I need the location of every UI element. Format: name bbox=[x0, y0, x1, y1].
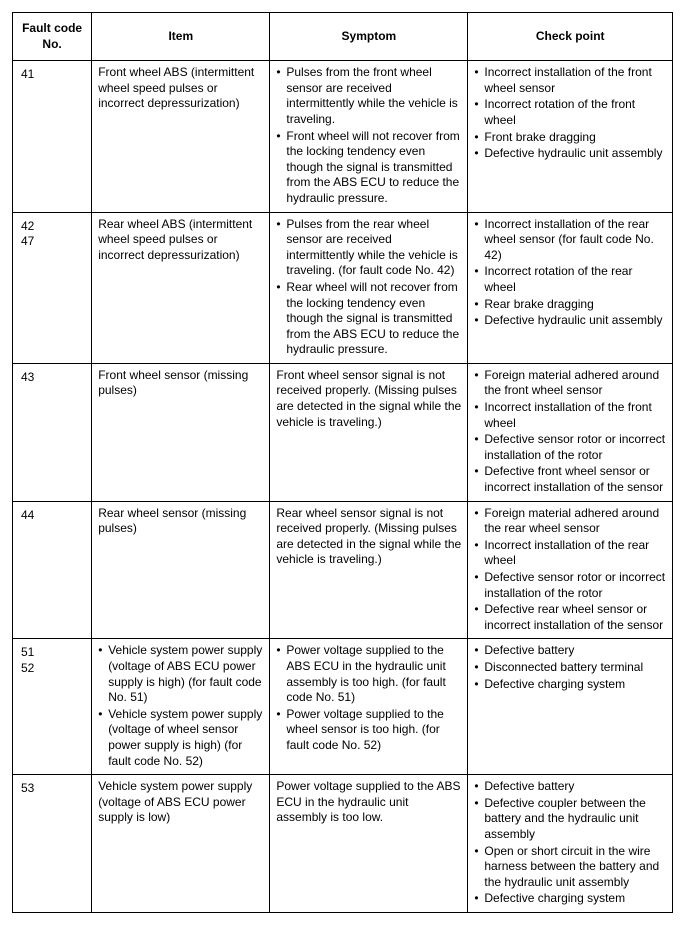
table-row: 5152Vehicle system power supply (voltage… bbox=[13, 639, 673, 775]
cell-symptom: Pulses from the rear wheel sensor are re… bbox=[270, 212, 468, 363]
header-item: Item bbox=[92, 13, 270, 61]
table-header: Fault code No. Item Symptom Check point bbox=[13, 13, 673, 61]
cell-fault-code: 41 bbox=[13, 61, 92, 212]
header-symptom: Symptom bbox=[270, 13, 468, 61]
cell-check-point: Incorrect installation of the rear wheel… bbox=[468, 212, 673, 363]
list-item: Power voltage supplied to the ABS ECU in… bbox=[276, 643, 461, 705]
cell-text: Power voltage supplied to the ABS ECU in… bbox=[276, 779, 461, 826]
list-item: Incorrect rotation of the rear wheel bbox=[474, 264, 666, 295]
cell-text: Rear wheel sensor (missing pulses) bbox=[98, 506, 263, 537]
list-item: Foreign material adhered around the rear… bbox=[474, 506, 666, 537]
cell-symptom: Front wheel sensor signal is not receive… bbox=[270, 363, 468, 501]
fault-code-table: Fault code No. Item Symptom Check point … bbox=[12, 12, 673, 913]
list-item: Defective sensor rotor or incorrect inst… bbox=[474, 432, 666, 463]
table-row: 44Rear wheel sensor (missing pulses) Rear… bbox=[13, 501, 673, 639]
list-item: Power voltage supplied to the wheel sens… bbox=[276, 707, 461, 754]
list-item: Defective battery bbox=[474, 643, 666, 659]
cell-list: Power voltage supplied to the ABS ECU in… bbox=[276, 643, 461, 753]
cell-item: Front wheel sensor (missing pulses) bbox=[92, 363, 270, 501]
list-item: Defective coupler between the battery an… bbox=[474, 796, 666, 843]
cell-list: Incorrect installation of the front whee… bbox=[474, 65, 666, 162]
list-item: Rear brake dragging bbox=[474, 297, 666, 313]
cell-fault-code: 53 bbox=[13, 775, 92, 913]
cell-check-point: Incorrect installation of the front whee… bbox=[468, 61, 673, 212]
list-item: Incorrect installation of the rear wheel bbox=[474, 538, 666, 569]
list-item: Defective battery bbox=[474, 779, 666, 795]
cell-list: Vehicle system power supply (voltage of … bbox=[98, 643, 263, 769]
cell-text: Front wheel sensor (missing pulses) bbox=[98, 368, 263, 399]
list-item: Front wheel will not recover from the lo… bbox=[276, 129, 461, 207]
cell-fault-code: 5152 bbox=[13, 639, 92, 775]
list-item: Vehicle system power supply (voltage of … bbox=[98, 643, 263, 705]
list-item: Defective charging system bbox=[474, 677, 666, 693]
cell-text: Vehicle system power supply (voltage of … bbox=[98, 779, 263, 826]
cell-text: Front wheel sensor signal is not receive… bbox=[276, 368, 461, 430]
header-check-point: Check point bbox=[468, 13, 673, 61]
cell-check-point: Foreign material adhered around the fron… bbox=[468, 363, 673, 501]
list-item: Defective sensor rotor or incorrect inst… bbox=[474, 570, 666, 601]
table-row: 43Front wheel sensor (missing pulses) Fro… bbox=[13, 363, 673, 501]
list-item: Incorrect rotation of the front wheel bbox=[474, 97, 666, 128]
cell-text: Front wheel ABS (intermittent wheel spee… bbox=[98, 65, 263, 112]
cell-symptom: Power voltage supplied to the ABS ECU in… bbox=[270, 775, 468, 913]
cell-fault-code: 44 bbox=[13, 501, 92, 639]
cell-list: Pulses from the front wheel sensor are r… bbox=[276, 65, 461, 206]
cell-fault-code: 43 bbox=[13, 363, 92, 501]
cell-item: Rear wheel sensor (missing pulses) bbox=[92, 501, 270, 639]
list-item: Defective rear wheel sensor or incorrect… bbox=[474, 602, 666, 633]
cell-symptom: Pulses from the front wheel sensor are r… bbox=[270, 61, 468, 212]
table-row: 53Vehicle system power supply (voltage o… bbox=[13, 775, 673, 913]
cell-list: Incorrect installation of the rear wheel… bbox=[474, 217, 666, 329]
cell-check-point: Defective batteryDefective coupler betwe… bbox=[468, 775, 673, 913]
cell-list: Foreign material adhered around the fron… bbox=[474, 368, 666, 496]
list-item: Incorrect installation of the front whee… bbox=[474, 400, 666, 431]
cell-list: Pulses from the rear wheel sensor are re… bbox=[276, 217, 461, 358]
cell-list: Defective batteryDisconnected battery te… bbox=[474, 643, 666, 692]
list-item: Open or short circuit in the wire harnes… bbox=[474, 844, 666, 891]
list-item: Defective charging system bbox=[474, 891, 666, 907]
list-item: Pulses from the front wheel sensor are r… bbox=[276, 65, 461, 127]
list-item: Incorrect installation of the rear wheel… bbox=[474, 217, 666, 264]
cell-check-point: Defective batteryDisconnected battery te… bbox=[468, 639, 673, 775]
list-item: Pulses from the rear wheel sensor are re… bbox=[276, 217, 461, 279]
cell-fault-code: 4247 bbox=[13, 212, 92, 363]
list-item: Defective hydraulic unit assembly bbox=[474, 146, 666, 162]
list-item: Vehicle system power supply (voltage of … bbox=[98, 707, 263, 769]
list-item: Defective hydraulic unit assembly bbox=[474, 313, 666, 329]
cell-text: Rear wheel ABS (intermittent wheel speed… bbox=[98, 217, 263, 264]
list-item: Defective front wheel sensor or incorrec… bbox=[474, 464, 666, 495]
cell-list: Foreign material adhered around the rear… bbox=[474, 506, 666, 634]
cell-text: Rear wheel sensor signal is not received… bbox=[276, 506, 461, 568]
cell-symptom: Rear wheel sensor signal is not received… bbox=[270, 501, 468, 639]
list-item: Incorrect installation of the front whee… bbox=[474, 65, 666, 96]
cell-item: Front wheel ABS (intermittent wheel spee… bbox=[92, 61, 270, 212]
cell-item: Vehicle system power supply (voltage of … bbox=[92, 775, 270, 913]
cell-check-point: Foreign material adhered around the rear… bbox=[468, 501, 673, 639]
table-row: 41Front wheel ABS (intermittent wheel sp… bbox=[13, 61, 673, 212]
cell-symptom: Power voltage supplied to the ABS ECU in… bbox=[270, 639, 468, 775]
cell-item: Rear wheel ABS (intermittent wheel speed… bbox=[92, 212, 270, 363]
table-body: 41Front wheel ABS (intermittent wheel sp… bbox=[13, 61, 673, 913]
list-item: Rear wheel will not recover from the loc… bbox=[276, 280, 461, 358]
cell-item: Vehicle system power supply (voltage of … bbox=[92, 639, 270, 775]
header-fault-code: Fault code No. bbox=[13, 13, 92, 61]
list-item: Foreign material adhered around the fron… bbox=[474, 368, 666, 399]
table-row: 4247Rear wheel ABS (intermittent wheel s… bbox=[13, 212, 673, 363]
list-item: Front brake dragging bbox=[474, 130, 666, 146]
cell-list: Defective batteryDefective coupler betwe… bbox=[474, 779, 666, 907]
list-item: Disconnected battery terminal bbox=[474, 660, 666, 676]
